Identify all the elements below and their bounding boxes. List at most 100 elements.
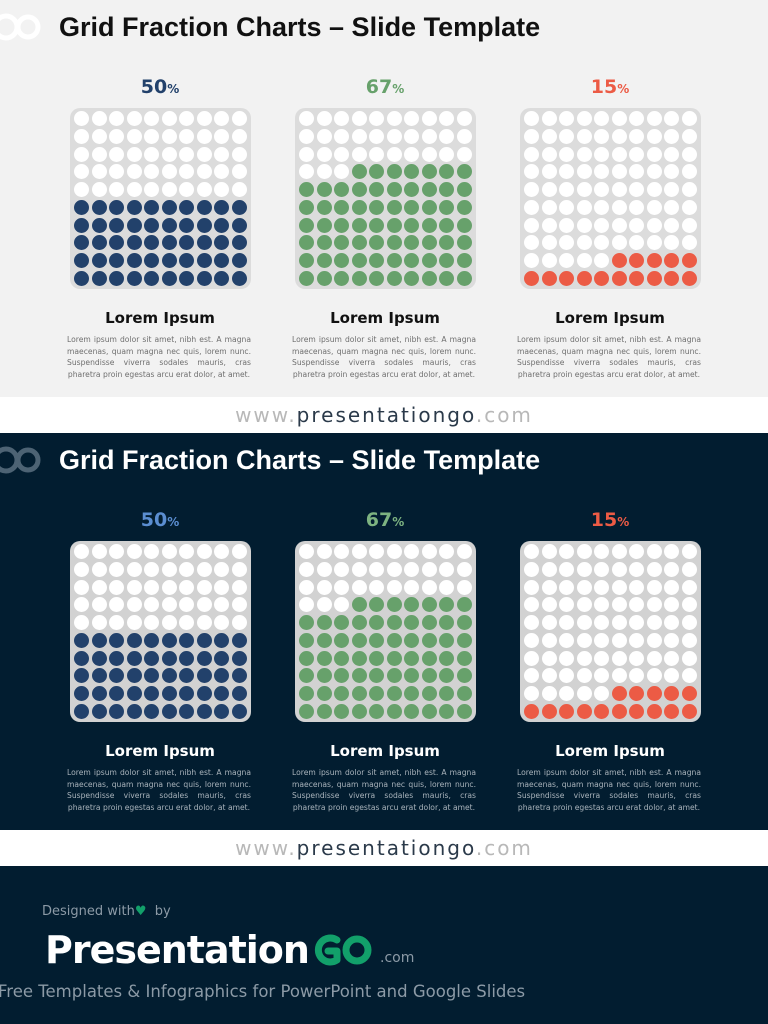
filled-dot bbox=[456, 270, 472, 286]
empty-dot bbox=[109, 579, 125, 595]
empty-dot bbox=[524, 562, 540, 578]
empty-dot bbox=[664, 146, 680, 162]
filled-dot bbox=[559, 703, 575, 719]
empty-dot bbox=[611, 164, 627, 180]
filled-dot bbox=[369, 164, 385, 180]
filled-dot bbox=[334, 217, 350, 233]
filled-dot bbox=[91, 668, 107, 684]
empty-dot bbox=[299, 111, 315, 127]
filled-dot bbox=[196, 685, 212, 701]
empty-dot bbox=[439, 129, 455, 145]
filled-dot bbox=[421, 182, 437, 198]
empty-dot bbox=[386, 579, 402, 595]
empty-dot bbox=[611, 146, 627, 162]
empty-dot bbox=[334, 597, 350, 613]
empty-dot bbox=[214, 164, 230, 180]
chart-heading: Lorem Ipsum bbox=[105, 309, 215, 327]
filled-dot bbox=[351, 685, 367, 701]
empty-dot bbox=[231, 164, 247, 180]
slide-title: Grid Fraction Charts – Slide Template bbox=[59, 12, 541, 42]
filled-dot bbox=[179, 668, 195, 684]
filled-dot bbox=[369, 668, 385, 684]
empty-dot bbox=[594, 235, 610, 251]
empty-dot bbox=[524, 111, 540, 127]
filled-dot bbox=[214, 703, 230, 719]
empty-dot bbox=[524, 615, 540, 631]
filled-dot bbox=[386, 685, 402, 701]
empty-dot bbox=[74, 164, 90, 180]
filled-dot bbox=[109, 685, 125, 701]
empty-dot bbox=[126, 111, 142, 127]
empty-dot bbox=[126, 129, 142, 145]
empty-dot bbox=[559, 111, 575, 127]
filled-dot bbox=[369, 199, 385, 215]
filled-dot bbox=[179, 685, 195, 701]
empty-dot bbox=[196, 129, 212, 145]
percent-unit: % bbox=[392, 515, 405, 529]
filled-dot bbox=[299, 252, 315, 268]
empty-dot bbox=[334, 111, 350, 127]
empty-dot bbox=[576, 235, 592, 251]
filled-dot bbox=[681, 252, 697, 268]
empty-dot bbox=[231, 129, 247, 145]
filled-dot bbox=[369, 597, 385, 613]
empty-dot bbox=[299, 164, 315, 180]
empty-dot bbox=[576, 650, 592, 666]
empty-dot bbox=[681, 111, 697, 127]
empty-dot bbox=[681, 199, 697, 215]
filled-dot bbox=[611, 270, 627, 286]
empty-dot bbox=[74, 597, 90, 613]
website-banner: www.presentationgo.com bbox=[0, 397, 768, 433]
filled-dot bbox=[316, 615, 332, 631]
empty-dot bbox=[576, 544, 592, 560]
waffle-grid bbox=[520, 108, 701, 289]
filled-dot bbox=[74, 217, 90, 233]
filled-dot bbox=[421, 685, 437, 701]
empty-dot bbox=[316, 129, 332, 145]
empty-dot bbox=[126, 579, 142, 595]
filled-dot bbox=[456, 615, 472, 631]
empty-dot bbox=[541, 252, 557, 268]
empty-dot bbox=[91, 544, 107, 560]
empty-dot bbox=[576, 668, 592, 684]
filled-dot bbox=[231, 703, 247, 719]
waffle-grid bbox=[70, 108, 251, 289]
filled-dot bbox=[456, 217, 472, 233]
empty-dot bbox=[559, 668, 575, 684]
empty-dot bbox=[231, 562, 247, 578]
brand-logo[interactable]: Presentation bbox=[45, 924, 373, 976]
empty-dot bbox=[594, 650, 610, 666]
empty-dot bbox=[576, 579, 592, 595]
filled-dot bbox=[144, 235, 160, 251]
percent-value: 15 bbox=[590, 509, 618, 531]
chart-description: Lorem ipsum dolor sit amet, nibh est. A … bbox=[67, 335, 251, 379]
filled-dot bbox=[439, 217, 455, 233]
filled-dot bbox=[611, 252, 627, 268]
percent-unit: % bbox=[392, 82, 405, 96]
empty-dot bbox=[109, 544, 125, 560]
filled-dot bbox=[439, 270, 455, 286]
filled-dot bbox=[351, 615, 367, 631]
empty-dot bbox=[576, 632, 592, 648]
empty-dot bbox=[611, 615, 627, 631]
chart-3: 15% Lorem Ipsum Lorem ipsum dolor sit am… bbox=[480, 0, 740, 397]
empty-dot bbox=[594, 615, 610, 631]
empty-dot bbox=[576, 615, 592, 631]
empty-dot bbox=[646, 129, 662, 145]
empty-dot bbox=[629, 235, 645, 251]
percent-label: 50% bbox=[30, 505, 290, 537]
filled-dot bbox=[144, 217, 160, 233]
empty-dot bbox=[681, 544, 697, 560]
empty-dot bbox=[369, 146, 385, 162]
empty-dot bbox=[74, 111, 90, 127]
empty-dot bbox=[91, 597, 107, 613]
filled-dot bbox=[456, 182, 472, 198]
filled-dot bbox=[334, 235, 350, 251]
empty-dot bbox=[646, 544, 662, 560]
empty-dot bbox=[161, 164, 177, 180]
designed-with-line: Designed with♥ by bbox=[42, 904, 171, 920]
website-prefix: www. bbox=[235, 836, 297, 860]
empty-dot bbox=[231, 615, 247, 631]
presentationgo-logo-icon bbox=[0, 13, 41, 41]
chart-description: Lorem ipsum dolor sit amet, nibh est. A … bbox=[292, 335, 476, 379]
